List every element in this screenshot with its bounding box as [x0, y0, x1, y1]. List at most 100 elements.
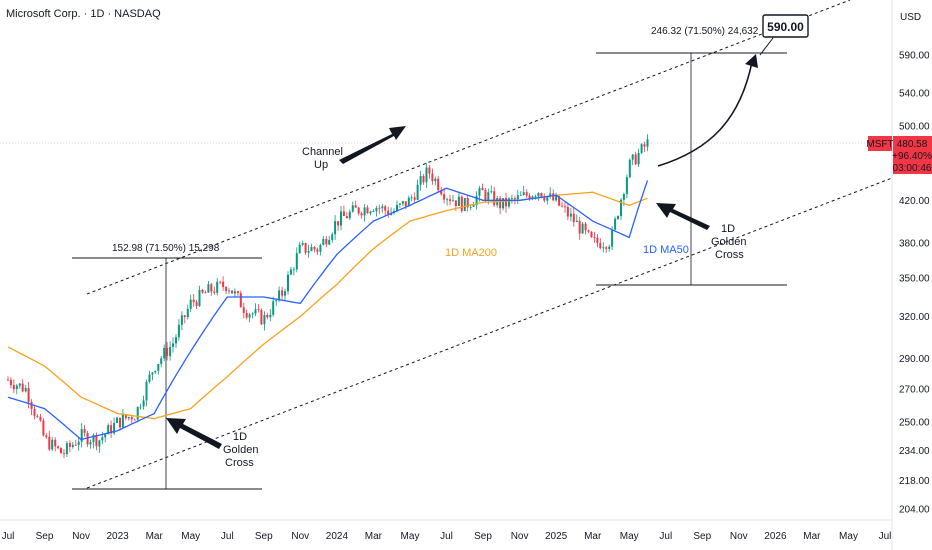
candle-body — [148, 374, 151, 382]
candle-body — [65, 443, 68, 455]
measure-right-label: 246.32 (71.50%) 24,632 — [651, 26, 759, 37]
candle-body — [180, 315, 183, 325]
candle-body — [142, 400, 145, 407]
target-arrow-icon — [745, 54, 758, 68]
candle-body — [437, 178, 440, 191]
time-tick-label: May — [839, 531, 858, 542]
ma50-line[interactable] — [7, 180, 649, 441]
price-tick-label: 420.00 — [899, 196, 930, 207]
gc-top-label-3: Cross — [715, 249, 744, 261]
candle-body — [558, 196, 561, 206]
candle-body — [449, 199, 451, 201]
candle-body — [219, 281, 222, 283]
candle-body — [304, 243, 307, 253]
candle-body — [136, 406, 139, 420]
candle-body — [510, 198, 513, 199]
candle-body — [543, 197, 546, 201]
candle-body — [204, 292, 207, 294]
price-tick-label: 590.00 — [899, 51, 930, 62]
candle-body — [201, 289, 204, 293]
measure-right[interactable] — [596, 52, 787, 286]
measure-left[interactable] — [72, 257, 262, 490]
candle-body — [284, 291, 286, 296]
ticker-countdown: 03:00:46 — [893, 163, 932, 174]
candle-body — [192, 299, 195, 303]
time-tick-label: 2026 — [764, 531, 787, 542]
ticker-badge[interactable]: MSFT 480.58 +96.40% 03:00:46 — [866, 136, 932, 174]
ma200-line[interactable] — [7, 191, 648, 420]
candle-body — [322, 239, 325, 245]
candle-body — [160, 358, 163, 364]
candle-body — [481, 188, 484, 191]
candle-body — [287, 274, 289, 292]
candle-body — [608, 246, 611, 249]
candle-body — [396, 204, 398, 212]
candle-body — [522, 192, 525, 195]
candle-body — [113, 423, 116, 434]
candle-body — [487, 192, 490, 200]
candle-body — [48, 436, 51, 450]
time-tick-label: Nov — [730, 531, 748, 542]
time-tick-label: 2025 — [545, 531, 568, 542]
candle-body — [472, 205, 475, 207]
channel-label-1: Channel — [302, 146, 343, 158]
chart-title: Microsoft Corp. · 1D · NASDAQ — [6, 8, 161, 20]
candle-body — [366, 207, 369, 214]
price-tick-label: 234.00 — [899, 446, 930, 457]
candle-body — [289, 269, 292, 275]
candle-body — [531, 196, 534, 200]
candle-body — [12, 385, 15, 390]
time-tick-label: Sep — [255, 531, 273, 542]
candle-body — [239, 293, 242, 308]
candle-body — [254, 309, 257, 314]
candle-body — [469, 206, 472, 208]
candle-body — [378, 207, 381, 209]
candle-body — [257, 309, 260, 310]
candle-body — [124, 414, 127, 419]
time-tick-label: Mar — [584, 531, 602, 542]
candle-body — [68, 443, 71, 447]
candle-body — [139, 406, 142, 408]
candle-body — [107, 425, 110, 435]
candle-body — [292, 269, 295, 271]
candle-body — [552, 193, 555, 201]
candle-body — [599, 242, 602, 249]
candle-body — [631, 154, 634, 160]
candle-body — [157, 364, 160, 371]
candle-body — [71, 444, 74, 447]
price-tick-label: 290.00 — [899, 354, 930, 365]
candle-body — [334, 221, 337, 235]
price-tick-label: 350.00 — [899, 274, 930, 285]
time-axis[interactable]: Jul Sep Nov 2023 Mar May Jul Sep Nov 2024 Mar May Ju… — [2, 531, 892, 542]
target-box[interactable]: 590.00 — [759, 14, 809, 56]
candles[interactable] — [7, 134, 649, 459]
gc-bottom-label-2: Golden — [223, 444, 258, 456]
candle-body — [210, 284, 213, 292]
price-tick-label: 500.00 — [899, 121, 930, 132]
candle-body — [587, 230, 590, 232]
candle-body — [15, 385, 18, 390]
candle-body — [575, 220, 578, 222]
candle-body — [419, 176, 422, 185]
time-tick-label: Jul — [659, 531, 672, 542]
candle-body — [121, 414, 124, 428]
candle-body — [21, 383, 24, 392]
candle-body — [74, 444, 77, 446]
candle-body — [316, 249, 319, 252]
time-tick-label: Jul — [879, 531, 892, 542]
candle-body — [39, 416, 42, 421]
ma50-label: 1D MA50 — [643, 244, 689, 256]
candle-body — [331, 234, 334, 240]
candle-body — [528, 195, 531, 200]
candle-body — [104, 434, 107, 438]
candle-body — [92, 434, 95, 442]
candle-body — [281, 290, 284, 296]
time-tick-label: Nov — [291, 531, 309, 542]
channel-upper-line[interactable] — [86, 0, 851, 295]
time-tick-label: Mar — [803, 531, 821, 542]
candle-body — [446, 199, 449, 201]
candle-body — [440, 190, 443, 195]
price-axis[interactable]: 590.00540.00500.00460.00420.00380.00350.… — [899, 51, 930, 516]
candle-body — [348, 211, 351, 219]
